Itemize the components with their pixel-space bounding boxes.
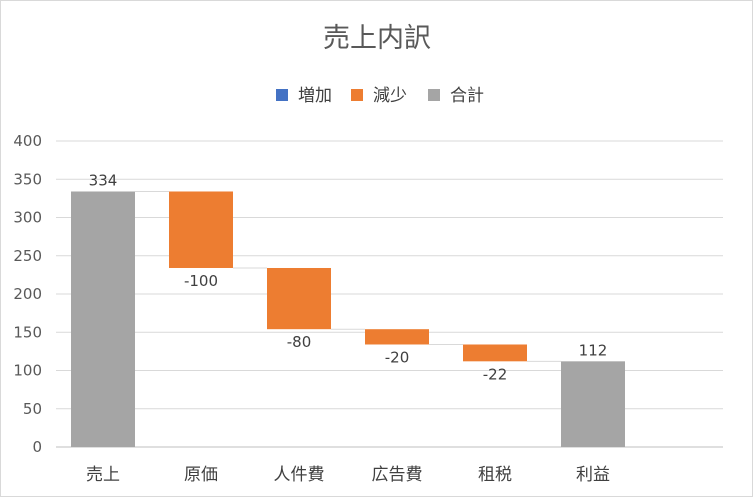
gridlines: [56, 140, 723, 448]
legend-swatch-decrease: [351, 89, 363, 101]
x-axis: 売上 原価 人件費 広告費 租税 利益: [86, 465, 610, 485]
y-tick-label: 0: [32, 438, 42, 456]
y-tick-label: 400: [13, 132, 42, 150]
x-category-label: 租税: [478, 465, 512, 485]
bar-2-decrease: [169, 191, 233, 268]
bar-5-decrease: [463, 344, 527, 362]
x-category-label: 利益: [576, 465, 610, 485]
data-labels: 334 -100 -80 -20 -22 112: [89, 171, 608, 383]
y-tick-label: 150: [13, 323, 42, 341]
y-tick-label: 350: [13, 170, 42, 188]
bar-3-decrease: [267, 267, 331, 330]
x-category-label: 原価: [184, 465, 218, 485]
x-category-label: 広告費: [372, 465, 423, 485]
y-tick-label: 300: [13, 209, 42, 227]
chart-title: 売上内訳: [323, 23, 431, 54]
bar-4-decrease: [365, 329, 429, 345]
x-category-label: 売上: [86, 465, 120, 485]
data-label: -20: [385, 348, 410, 366]
y-tick-label: 200: [13, 285, 42, 303]
legend: 増加 減少 合計: [276, 86, 484, 106]
data-label: 112: [579, 341, 608, 359]
y-tick-label: 100: [13, 362, 42, 380]
bars: [71, 191, 625, 447]
x-category-label: 人件費: [274, 465, 325, 485]
y-tick-label: 250: [13, 247, 42, 265]
legend-swatch-increase: [276, 89, 288, 101]
data-label: -80: [287, 333, 312, 351]
legend-swatch-total: [428, 89, 440, 101]
bar-1-total: [71, 191, 135, 447]
bar-6-total: [561, 361, 625, 447]
data-label: -22: [483, 365, 508, 383]
y-axis: 0 50 100 150 200 250 300 350 400: [13, 132, 42, 456]
legend-label-decrease: 減少: [373, 86, 407, 106]
data-label: -100: [184, 272, 218, 290]
data-label: 334: [89, 171, 118, 189]
y-tick-label: 50: [23, 400, 42, 418]
legend-label-increase: 増加: [298, 86, 332, 106]
legend-label-total: 合計: [450, 86, 484, 106]
connector-lines: [135, 190, 561, 362]
